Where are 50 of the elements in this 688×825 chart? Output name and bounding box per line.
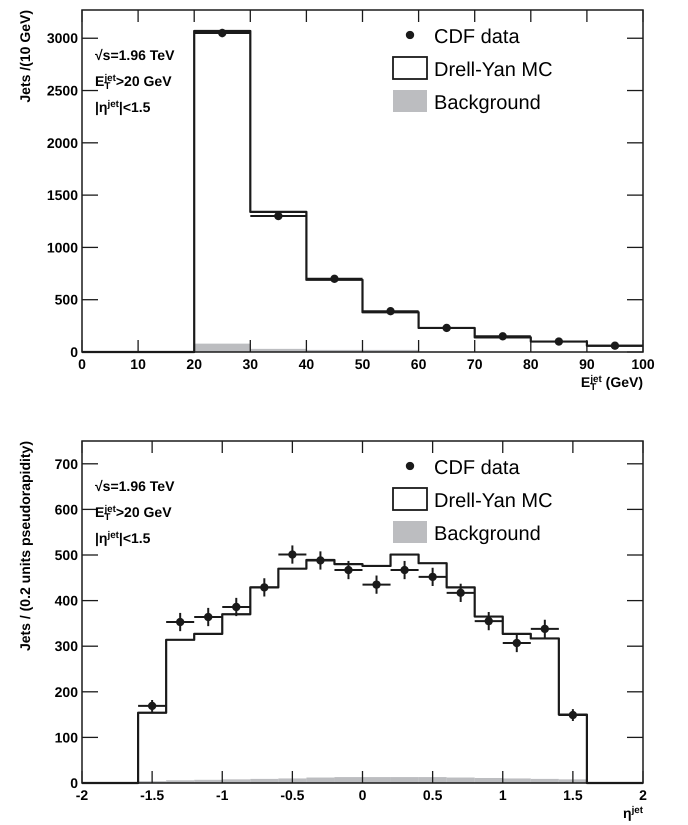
x-tick-label: 30 — [242, 356, 258, 372]
legend-label: Drell-Yan MC — [434, 59, 553, 81]
x-axis-title: E$_{T}$$^{jet}$ (GeV) — [580, 374, 643, 392]
x-tick-label: 0 — [358, 787, 367, 803]
y-axis-title: Jets /(10 GeV) — [17, 10, 33, 103]
x-tick-label: 0.5 — [422, 787, 443, 803]
annotation: √s=1.96 TeV — [95, 47, 176, 63]
x-tick-label: 60 — [410, 356, 427, 372]
x-tick-label: -0.5 — [280, 787, 305, 803]
y-tick-label: 500 — [54, 292, 78, 308]
legend-label: Background — [434, 92, 541, 114]
annotation: |η$^{jet}$|<1.5 — [95, 98, 151, 116]
legend-label: CDF data — [434, 457, 520, 479]
y-tick-label: 500 — [54, 547, 78, 563]
x-tick-label: 50 — [354, 356, 370, 372]
y-tick-label: 3000 — [46, 30, 78, 46]
y-tick-label: 200 — [54, 684, 78, 700]
annotation: |η$^{jet}$|<1.5 — [95, 530, 151, 547]
legend-label: CDF data — [434, 26, 520, 48]
x-tick-label: 20 — [186, 356, 202, 372]
x-tick-label: 90 — [579, 356, 595, 372]
y-tick-label: 2000 — [46, 134, 78, 151]
x-tick-label: 1 — [498, 787, 507, 803]
y-tick-label: 700 — [54, 456, 78, 472]
y-tick-label: 100 — [54, 729, 78, 746]
y-tick-label: 0 — [70, 775, 78, 791]
legend-label: Background — [434, 523, 541, 545]
x-tick-label: 10 — [130, 356, 146, 372]
y-axis-title: Jets / (0.2 units pseudorapidity) — [17, 441, 33, 652]
x-tick-label: 100 — [631, 356, 655, 372]
y-tick-label: 400 — [54, 592, 78, 609]
annotation: E$_{T}$$^{jet}$>20 GeV — [95, 504, 172, 522]
legend-label: Drell-Yan MC — [434, 490, 553, 512]
x-tick-label: 2 — [639, 787, 648, 803]
annotation: √s=1.96 TeV — [95, 478, 176, 494]
x-tick-label: -1.5 — [140, 787, 164, 803]
x-tick-label: 70 — [466, 356, 483, 372]
x-tick-label: -1 — [216, 787, 229, 803]
x-tick-label: 1.5 — [563, 787, 583, 803]
y-tick-label: 300 — [54, 638, 78, 654]
y-tick-label: 600 — [54, 501, 78, 518]
y-tick-label: 1500 — [46, 187, 78, 204]
y-tick-label: 1000 — [46, 239, 78, 256]
x-axis-title: η$^{jet}$ — [623, 804, 644, 821]
x-tick-label: 80 — [523, 356, 539, 372]
annotation: E$_{T}$$^{jet}$>20 GeV — [95, 72, 172, 92]
x-tick-label: 40 — [298, 356, 314, 372]
x-tick-label: -2 — [76, 787, 88, 803]
y-tick-label: 0 — [70, 344, 78, 360]
y-tick-label: 2500 — [46, 82, 78, 99]
